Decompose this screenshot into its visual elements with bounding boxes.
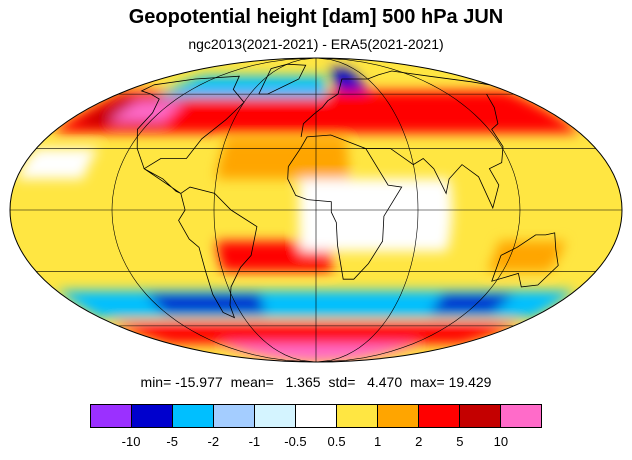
coastline <box>300 70 490 137</box>
colorbar-swatch <box>91 405 132 427</box>
anomaly-region <box>219 343 421 362</box>
colorbar-swatch <box>132 405 173 427</box>
colorbar-swatch <box>214 405 255 427</box>
page-title: Geopotential height [dam] 500 hPa JUN <box>128 6 504 28</box>
anomaly-region <box>156 76 328 98</box>
colorbar-swatch <box>173 405 214 427</box>
stat-max: max= 19.429 <box>410 374 492 390</box>
stat-min: min= -15.977 <box>140 374 223 390</box>
longitude-line <box>315 58 521 362</box>
colorbar-swatch <box>337 405 378 427</box>
stat-std: std= 4.470 <box>328 374 403 390</box>
statistics-line: min= -15.977 mean= 1.365 std= 4.470 max= 19… <box>0 374 632 390</box>
colorbar-swatch <box>296 405 337 427</box>
colorbar-tick-label: -1 <box>248 434 261 449</box>
colorbar-tick-label: -0.5 <box>284 434 307 449</box>
colorbar-tick-label: -5 <box>166 434 178 449</box>
world-map <box>9 57 623 363</box>
colorbar-tick-label: 2 <box>415 434 423 449</box>
longitude-line <box>315 58 419 362</box>
stat-mean: mean= 1.365 <box>230 374 321 390</box>
colorbar <box>90 404 542 428</box>
anomaly-region <box>108 100 187 122</box>
colorbar-tick-label: 10 <box>493 434 509 449</box>
coastline <box>178 186 258 319</box>
page-subtitle: ngc2013(2021-2021) - ERA5(2021-2021) <box>188 36 444 52</box>
colorbar-swatch <box>460 405 501 427</box>
longitude-line <box>111 58 317 362</box>
anomaly-region <box>216 138 350 179</box>
longitude-line <box>213 58 317 362</box>
colorbar-tick-label: -10 <box>121 434 141 449</box>
colorbar-tick-label: 1 <box>374 434 382 449</box>
anomaly-region <box>299 178 452 252</box>
colorbar-swatch <box>419 405 460 427</box>
anomaly-field <box>10 58 622 362</box>
colorbar-swatch <box>255 405 296 427</box>
colorbar-tick-label: 5 <box>456 434 464 449</box>
colorbar-swatch <box>501 405 541 427</box>
colorbar-tick-labels: -10 -5 -2 -1 -0.5 0.5 1 2 5 10 <box>90 434 542 454</box>
coastline <box>491 232 559 288</box>
anomaly-region <box>146 294 266 313</box>
colorbar-swatch <box>378 405 419 427</box>
anomaly-region <box>429 294 514 313</box>
anomaly-region <box>16 148 99 179</box>
colorbar-tick-label: -2 <box>207 434 220 449</box>
map-border <box>9 57 623 363</box>
anomaly-region <box>328 68 369 91</box>
colorbar-tick-label: 0.5 <box>327 434 346 449</box>
coastline <box>136 75 245 194</box>
